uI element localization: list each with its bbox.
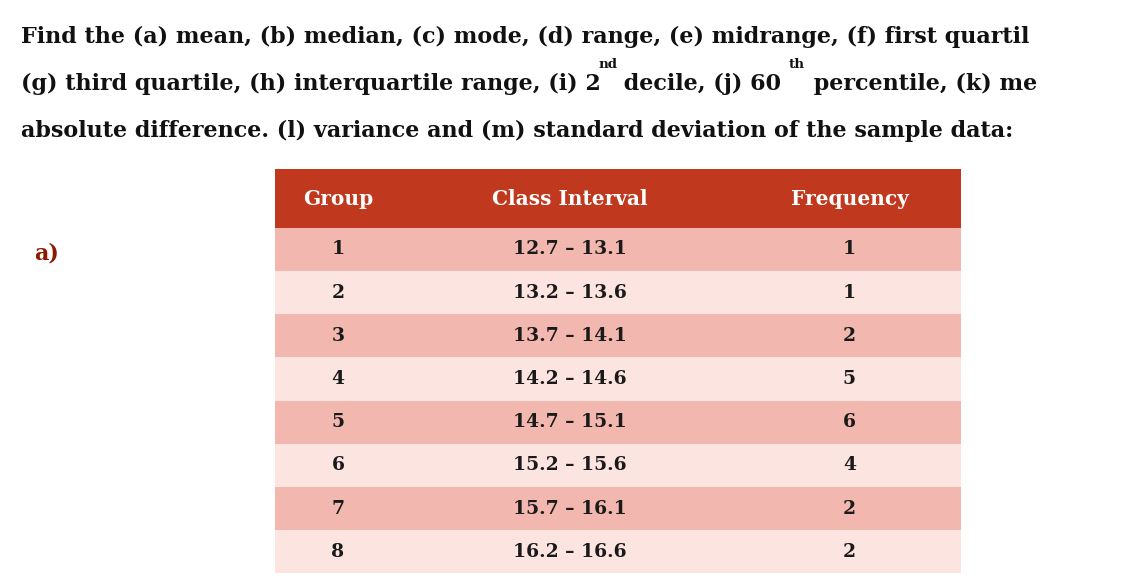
Text: 4: 4 <box>843 457 856 474</box>
Text: 15.7 – 16.1: 15.7 – 16.1 <box>513 500 627 517</box>
Text: 1: 1 <box>332 241 344 258</box>
Text: th: th <box>789 58 805 71</box>
Text: 8: 8 <box>332 543 344 561</box>
Text: 2: 2 <box>843 500 856 517</box>
Text: Find the (a) mean, (b) median, (c) mode, (d) range, (e) midrange, (f) first quar: Find the (a) mean, (b) median, (c) mode,… <box>21 26 1028 48</box>
FancyBboxPatch shape <box>738 357 961 401</box>
FancyBboxPatch shape <box>402 169 738 228</box>
Text: 12.7 – 13.1: 12.7 – 13.1 <box>513 241 627 258</box>
Text: 15.2 – 15.6: 15.2 – 15.6 <box>513 457 627 474</box>
Text: absolute difference. (l) variance and (m) standard deviation of the sample data:: absolute difference. (l) variance and (m… <box>21 120 1012 142</box>
FancyBboxPatch shape <box>402 444 738 487</box>
FancyBboxPatch shape <box>738 444 961 487</box>
Text: 13.2 – 13.6: 13.2 – 13.6 <box>513 284 627 301</box>
FancyBboxPatch shape <box>402 401 738 444</box>
Text: Group: Group <box>303 189 373 208</box>
Text: nd: nd <box>598 58 618 71</box>
FancyBboxPatch shape <box>402 314 738 357</box>
Text: 2: 2 <box>843 543 856 561</box>
FancyBboxPatch shape <box>402 487 738 530</box>
FancyBboxPatch shape <box>402 357 738 401</box>
FancyBboxPatch shape <box>738 401 961 444</box>
Text: 5: 5 <box>332 413 344 431</box>
Text: 16.2 – 16.6: 16.2 – 16.6 <box>513 543 627 561</box>
FancyBboxPatch shape <box>402 271 738 314</box>
Text: Class Interval: Class Interval <box>492 189 648 208</box>
Text: a): a) <box>34 242 59 265</box>
Text: 3: 3 <box>332 327 344 345</box>
FancyBboxPatch shape <box>275 487 402 530</box>
FancyBboxPatch shape <box>275 357 402 401</box>
FancyBboxPatch shape <box>275 169 402 228</box>
FancyBboxPatch shape <box>738 169 961 228</box>
Text: 2: 2 <box>843 327 856 345</box>
Text: 6: 6 <box>843 413 856 431</box>
Text: 1: 1 <box>843 284 856 301</box>
Text: 2: 2 <box>332 284 344 301</box>
FancyBboxPatch shape <box>275 314 402 357</box>
Text: Frequency: Frequency <box>791 189 908 208</box>
Text: 5: 5 <box>843 370 856 388</box>
Text: 13.7 – 14.1: 13.7 – 14.1 <box>513 327 627 345</box>
Text: 6: 6 <box>332 457 344 474</box>
Text: 14.2 – 14.6: 14.2 – 14.6 <box>513 370 627 388</box>
FancyBboxPatch shape <box>275 444 402 487</box>
Text: 4: 4 <box>332 370 344 388</box>
FancyBboxPatch shape <box>275 401 402 444</box>
FancyBboxPatch shape <box>738 530 961 573</box>
Text: 14.7 – 15.1: 14.7 – 15.1 <box>513 413 627 431</box>
Text: (g) third quartile, (h) interquartile range, (i) 2: (g) third quartile, (h) interquartile ra… <box>21 73 601 95</box>
FancyBboxPatch shape <box>738 228 961 271</box>
FancyBboxPatch shape <box>402 530 738 573</box>
Text: 7: 7 <box>332 500 344 517</box>
FancyBboxPatch shape <box>738 314 961 357</box>
FancyBboxPatch shape <box>275 530 402 573</box>
FancyBboxPatch shape <box>738 487 961 530</box>
Text: decile, (j) 60: decile, (j) 60 <box>615 73 780 95</box>
FancyBboxPatch shape <box>275 271 402 314</box>
FancyBboxPatch shape <box>738 271 961 314</box>
FancyBboxPatch shape <box>402 228 738 271</box>
FancyBboxPatch shape <box>275 228 402 271</box>
Text: percentile, (k) me: percentile, (k) me <box>807 73 1038 95</box>
Text: 1: 1 <box>843 241 856 258</box>
